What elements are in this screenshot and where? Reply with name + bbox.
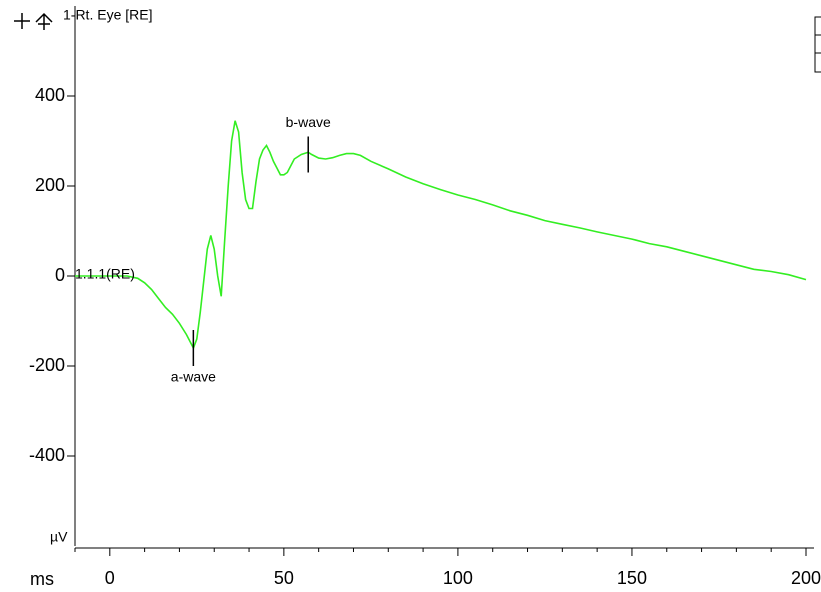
x-tick-label: 200: [791, 568, 821, 588]
x-axis-label: ms: [30, 569, 54, 589]
annotation-label: b-wave: [286, 114, 331, 130]
y-tick-label: 0: [55, 265, 65, 285]
series-label: 1.1.1(RE): [75, 266, 135, 282]
x-tick-label: 150: [617, 568, 647, 588]
y-tick-label: -400: [29, 445, 65, 465]
y-tick-label: 400: [35, 85, 65, 105]
y-tick-label: 200: [35, 175, 65, 195]
annotation-label: a-wave: [171, 369, 216, 385]
y-tick-label: -200: [29, 355, 65, 375]
x-tick-label: 50: [274, 568, 294, 588]
y-axis-label: µV: [50, 529, 68, 545]
x-tick-label: 0: [105, 568, 115, 588]
legend-box: [814, 16, 821, 73]
toolbar-icons: [14, 12, 53, 30]
chart-title: 1-Rt. Eye [RE]: [63, 7, 152, 23]
x-tick-label: 100: [443, 568, 473, 588]
data-line: [75, 120, 807, 350]
